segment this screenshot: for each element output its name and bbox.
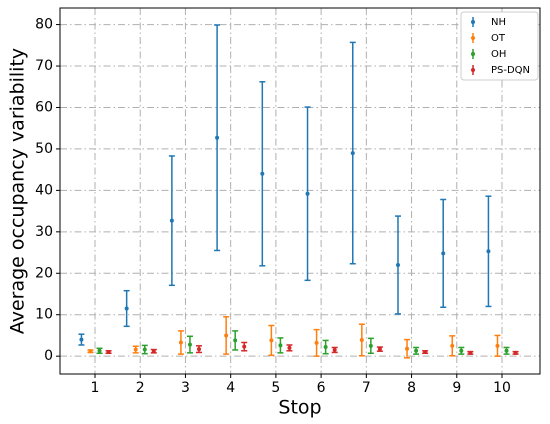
point: [504, 348, 509, 353]
point: [332, 347, 337, 352]
point: [414, 348, 419, 353]
point: [305, 191, 310, 196]
point: [106, 350, 111, 355]
point: [278, 343, 283, 348]
point: [269, 338, 274, 343]
point: [459, 348, 464, 353]
x-tick-label: 5: [271, 380, 280, 396]
x-tick-label: 10: [493, 380, 511, 396]
legend-icon: [471, 68, 475, 72]
point: [323, 345, 328, 350]
point: [242, 344, 247, 349]
y-tick-label: 20: [35, 265, 53, 281]
y-tick-label: 70: [35, 58, 53, 74]
point: [151, 349, 156, 354]
point: [215, 135, 220, 140]
legend-icon: [471, 20, 475, 24]
x-tick-label: 9: [452, 380, 461, 396]
y-tick-label: 0: [44, 348, 53, 364]
point: [377, 347, 382, 352]
plot-frame: [59, 7, 541, 375]
x-tick-label: 7: [362, 380, 371, 396]
x-tick-label: 2: [136, 380, 145, 396]
legend-label: NH: [491, 17, 506, 28]
x-tick-label: 3: [181, 380, 190, 396]
legend-icon: [471, 52, 475, 56]
point: [405, 346, 410, 351]
point: [178, 340, 183, 345]
x-tick-label: 8: [407, 380, 416, 396]
point: [142, 347, 147, 352]
point: [79, 337, 84, 342]
x-axis-label: Stop: [278, 397, 321, 419]
y-tick-label: 10: [35, 307, 53, 323]
point: [513, 350, 518, 355]
point: [233, 338, 238, 343]
point: [495, 343, 500, 348]
x-tick-label: 4: [226, 380, 235, 396]
point: [359, 338, 364, 343]
x-tick-label: 1: [91, 380, 100, 396]
y-tick-label: 40: [35, 182, 53, 198]
point: [97, 348, 102, 353]
legend-label: PS-DQN: [491, 65, 530, 76]
point: [314, 340, 319, 345]
y-axis-label: Average occupancy variability: [7, 48, 29, 334]
point: [486, 249, 491, 254]
y-tick-label: 50: [35, 141, 53, 157]
point: [197, 347, 202, 352]
y-tick-label: 60: [35, 99, 53, 115]
point: [224, 333, 229, 338]
x-tick-label: 6: [317, 380, 326, 396]
point: [368, 343, 373, 348]
point: [124, 306, 129, 311]
point: [468, 350, 473, 355]
point: [287, 345, 292, 350]
y-tick-label: 30: [35, 224, 53, 240]
point: [88, 349, 93, 354]
point: [169, 218, 174, 223]
legend-label: OH: [491, 49, 506, 60]
point: [187, 342, 192, 347]
point: [450, 343, 455, 348]
y-tick-label: 80: [35, 17, 53, 33]
legend-icon: [471, 36, 475, 40]
point: [441, 251, 446, 256]
point: [350, 151, 355, 156]
point: [395, 262, 400, 267]
point: [133, 347, 138, 352]
legend-label: OT: [491, 33, 506, 44]
point: [260, 171, 265, 176]
point: [423, 350, 428, 355]
legend-box: [460, 11, 539, 81]
